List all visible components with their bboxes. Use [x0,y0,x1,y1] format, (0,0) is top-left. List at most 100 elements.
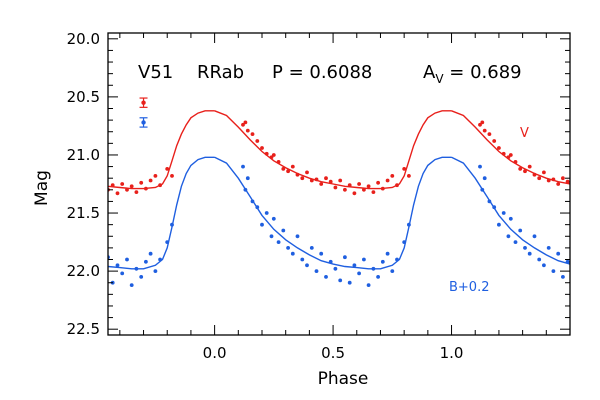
v-band-data-point [395,183,399,188]
b-band-data-point [153,269,158,273]
b-band-data-point [305,263,309,268]
v-band-data-point [144,186,148,191]
v-band-data-point [362,187,366,192]
period-label: P = 0.6088 [272,62,372,83]
plot-area [101,97,575,287]
v-band-data-point [101,179,105,183]
b-band-data-point [497,222,501,227]
b-band-data-point [243,187,248,192]
v-band-data-point [309,178,314,183]
y-tick-label: 22.0 [67,262,100,280]
axes [107,32,571,336]
v-band-data-point [542,170,546,175]
v-band-data-point [125,187,129,192]
v-band-data-point [478,122,482,127]
v-band-data-point [314,177,319,182]
v-band-data-point [527,164,532,169]
v-band-data-point [286,169,290,174]
b-band-data-point [338,278,343,283]
b-band-data-point [542,263,546,268]
amplitude-value: = 0.689 [444,62,522,83]
v-band-data-point [276,160,281,164]
b-band-data-point [333,266,338,271]
b-band-data-point [255,205,260,210]
b-band-data-point [309,246,314,250]
b-band-data-point [158,257,163,262]
v-band-data-point [480,120,485,125]
v-band-data-point [366,184,371,189]
v-band-data-point [338,178,343,183]
b-band-data-point [480,187,485,192]
y-tick-label: 21.5 [67,204,100,222]
v-band-data-point [508,153,513,157]
y-tick-label: 21.0 [67,146,100,164]
v-band-data-point [556,182,561,186]
b-band-error-bar [139,117,148,128]
b-band-data-point [101,279,105,283]
b-band-data-point [508,216,513,221]
v-band-data-point [343,187,347,192]
b-band-data-point [295,234,300,239]
v-band-data-point [390,174,395,178]
y-tick-label: 22.5 [67,320,100,338]
b-band-data-point [506,234,511,239]
b-band-data-point [144,259,148,264]
b-band-data-point [518,228,523,233]
v-band-data-point [487,132,492,137]
series-layer [101,110,575,287]
v-band-data-point [347,183,352,188]
v-band-data-point [139,180,144,185]
x-tick-label: 0.5 [321,344,345,362]
v-band-data-point [115,191,120,196]
b-band-data-point [328,259,333,264]
b-band-data-point [482,176,487,181]
v-band-data-point [565,179,570,184]
b-band-data-point [402,240,407,245]
v-band-data-point [402,167,407,171]
b-band-data-point [276,240,281,245]
amplitude-label: AV = 0.689 [423,62,522,86]
chart-header: V51 RRab P = 0.6088 AV = 0.689 [138,62,522,86]
b-band-data-point [380,259,385,264]
star-type: RRab [197,62,244,83]
b-band-data-point [134,266,139,271]
b-band-data-point [170,222,174,227]
b-band-data-point [319,251,324,256]
v-band-label: V [520,126,529,141]
y-tick-label: 20.5 [67,88,100,106]
v-band-data-point [269,155,274,160]
b-band-data-point [271,216,276,221]
b-band-data-point [376,275,380,279]
b-band-data-point [487,199,492,204]
v-band-data-point [120,182,125,186]
b-band-data-point [245,176,250,181]
b-band-data-point [492,205,497,210]
b-band-data-point [125,257,129,262]
b-band-data-point [260,222,264,227]
v-band-data-point [271,153,276,157]
v-band-data-point [134,190,139,195]
v-band-data-point [357,182,361,186]
b-band-data-point [290,251,295,256]
b-band-data-point [501,211,506,215]
b-band-data-point [115,263,120,268]
b-band-data-point [407,222,411,227]
b-band-data-point [139,275,144,279]
amplitude-symbol: A [423,62,436,83]
v-band-data-point [513,160,518,164]
b-band-data-point [556,251,561,256]
b-band-data-point [523,246,527,250]
v-band-data-point [153,174,158,178]
b-band-data-point [300,257,305,262]
b-band-data-point [561,275,565,279]
b-band-data-point [385,251,390,256]
v-band-data-point [571,186,575,190]
v-band-data-point [371,190,376,195]
b-band-data-point [532,234,537,239]
v-band-data-point [245,128,250,133]
v-band-model-curve [108,110,570,190]
v-band-data-point [561,176,565,181]
v-band-data-point [492,139,497,143]
v-band-data-point [523,169,527,174]
